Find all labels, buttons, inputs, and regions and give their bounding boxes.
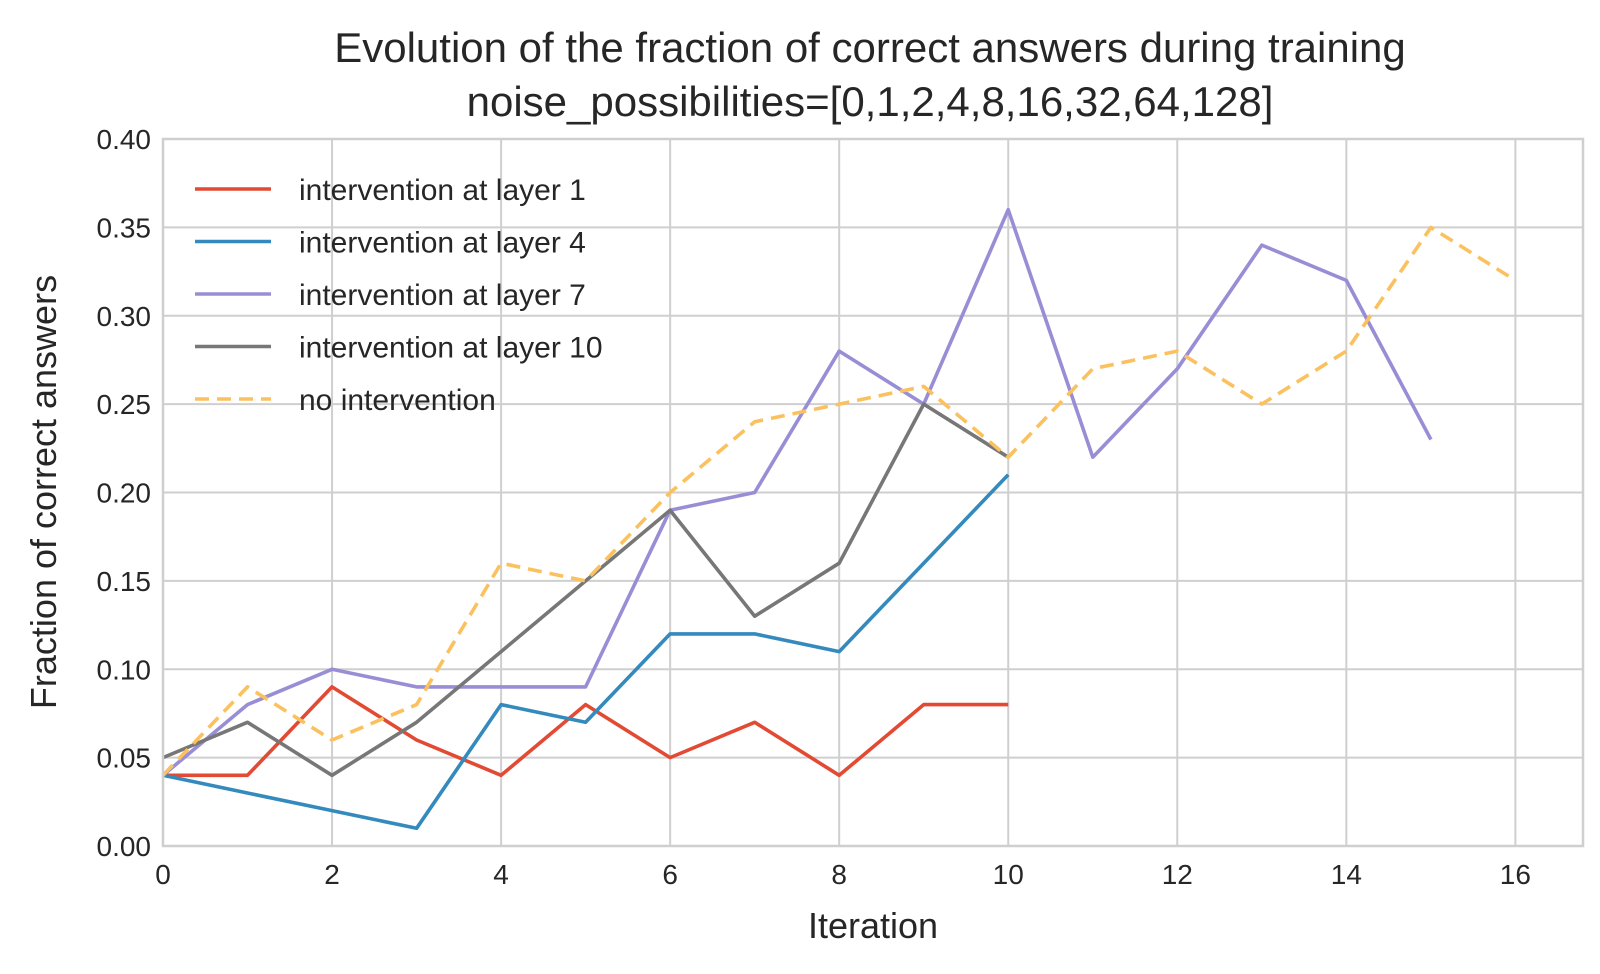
y-tick-label: 0.40 [97,124,152,155]
series-line-4 [162,402,1010,778]
axes-frame [161,137,1585,848]
x-tick-label: 12 [1162,859,1193,890]
legend: intervention at layer 1 intervention at l… [195,174,603,417]
legend-label-4: intervention at layer 10 [299,332,603,365]
chart-subtitle: noise_possibilities=[0,1,2,4,8,16,32,64,… [467,78,1274,125]
y-tick-label: 0.15 [97,566,152,597]
y-axis-label: Fraction of correct answers [23,275,64,709]
x-tick-label: 6 [662,859,678,890]
chart-title: Evolution of the fraction of correct ans… [334,24,1406,71]
series-line-3 [161,207,1433,777]
series-line-2 [162,473,1010,831]
y-tick-label: 0.10 [97,654,152,685]
x-tick-label: 2 [324,859,340,890]
series-line-1 [163,685,1009,778]
legend-label-3: intervention at layer 7 [299,279,586,312]
x-tick-label: 10 [993,859,1024,890]
legend-label-1: intervention at layer 1 [299,174,586,207]
x-tick-labels: 0 2 4 6 8 10 12 14 16 [155,859,1531,890]
x-tick-label: 4 [493,859,509,890]
legend-label-5: no intervention [299,384,496,417]
legend-label-2: intervention at layer 4 [299,227,586,260]
y-tick-label: 0.25 [97,389,152,420]
x-tick-label: 0 [155,859,171,890]
x-tick-label: 16 [1500,859,1531,890]
series-lines [161,207,1517,831]
x-tick-label: 14 [1331,859,1362,890]
y-tick-label: 0.30 [97,301,152,332]
y-tick-label: 0.00 [97,831,152,862]
y-tick-label: 0.20 [97,478,152,509]
x-axis-label: Iteration [808,905,938,946]
series-line-5 [161,225,1517,777]
y-tick-label: 0.05 [97,743,152,774]
x-tick-label: 8 [831,859,847,890]
y-tick-label: 0.35 [97,212,152,243]
y-tick-labels: 0.00 0.05 0.10 0.15 0.20 0.25 0.30 0.35 0.40 [97,124,152,862]
